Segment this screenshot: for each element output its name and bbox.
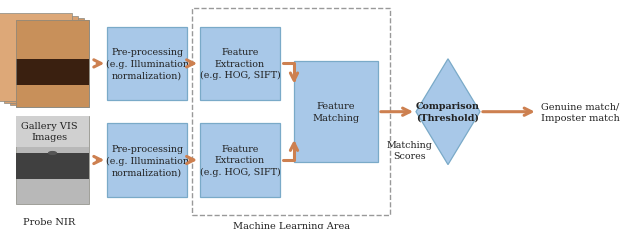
FancyBboxPatch shape bbox=[15, 117, 90, 204]
Text: Feature
Extraction
(e.g. HOG, SIFT): Feature Extraction (e.g. HOG, SIFT) bbox=[200, 48, 280, 80]
Text: Feature
Extraction
(e.g. HOG, SIFT): Feature Extraction (e.g. HOG, SIFT) bbox=[200, 144, 280, 176]
FancyBboxPatch shape bbox=[15, 60, 90, 86]
FancyBboxPatch shape bbox=[15, 86, 90, 108]
FancyBboxPatch shape bbox=[15, 117, 90, 147]
Polygon shape bbox=[416, 60, 480, 165]
FancyBboxPatch shape bbox=[15, 153, 90, 180]
Text: Feature
Matching: Feature Matching bbox=[312, 102, 360, 122]
Circle shape bbox=[49, 152, 56, 155]
FancyBboxPatch shape bbox=[10, 19, 84, 106]
Text: Probe NIR
Image: Probe NIR Image bbox=[23, 218, 76, 229]
Text: Genuine match/
Imposter match: Genuine match/ Imposter match bbox=[541, 102, 620, 122]
Text: Machine Learning Area: Machine Learning Area bbox=[233, 221, 349, 229]
Text: Comparison
(Threshold): Comparison (Threshold) bbox=[416, 102, 480, 122]
Text: Pre-processing
(e.g. Illumination
normalization): Pre-processing (e.g. Illumination normal… bbox=[106, 48, 189, 80]
FancyBboxPatch shape bbox=[200, 124, 280, 197]
Text: Gallery VIS
Images: Gallery VIS Images bbox=[21, 121, 77, 141]
FancyBboxPatch shape bbox=[15, 21, 90, 108]
FancyBboxPatch shape bbox=[4, 16, 78, 104]
Text: Matching
Scores: Matching Scores bbox=[387, 140, 433, 161]
FancyBboxPatch shape bbox=[108, 124, 187, 197]
FancyBboxPatch shape bbox=[294, 62, 378, 163]
FancyBboxPatch shape bbox=[108, 27, 187, 101]
Text: Pre-processing
(e.g. Illumination
normalization): Pre-processing (e.g. Illumination normal… bbox=[106, 144, 189, 176]
FancyBboxPatch shape bbox=[200, 27, 280, 101]
FancyBboxPatch shape bbox=[15, 21, 90, 60]
FancyBboxPatch shape bbox=[0, 14, 72, 101]
